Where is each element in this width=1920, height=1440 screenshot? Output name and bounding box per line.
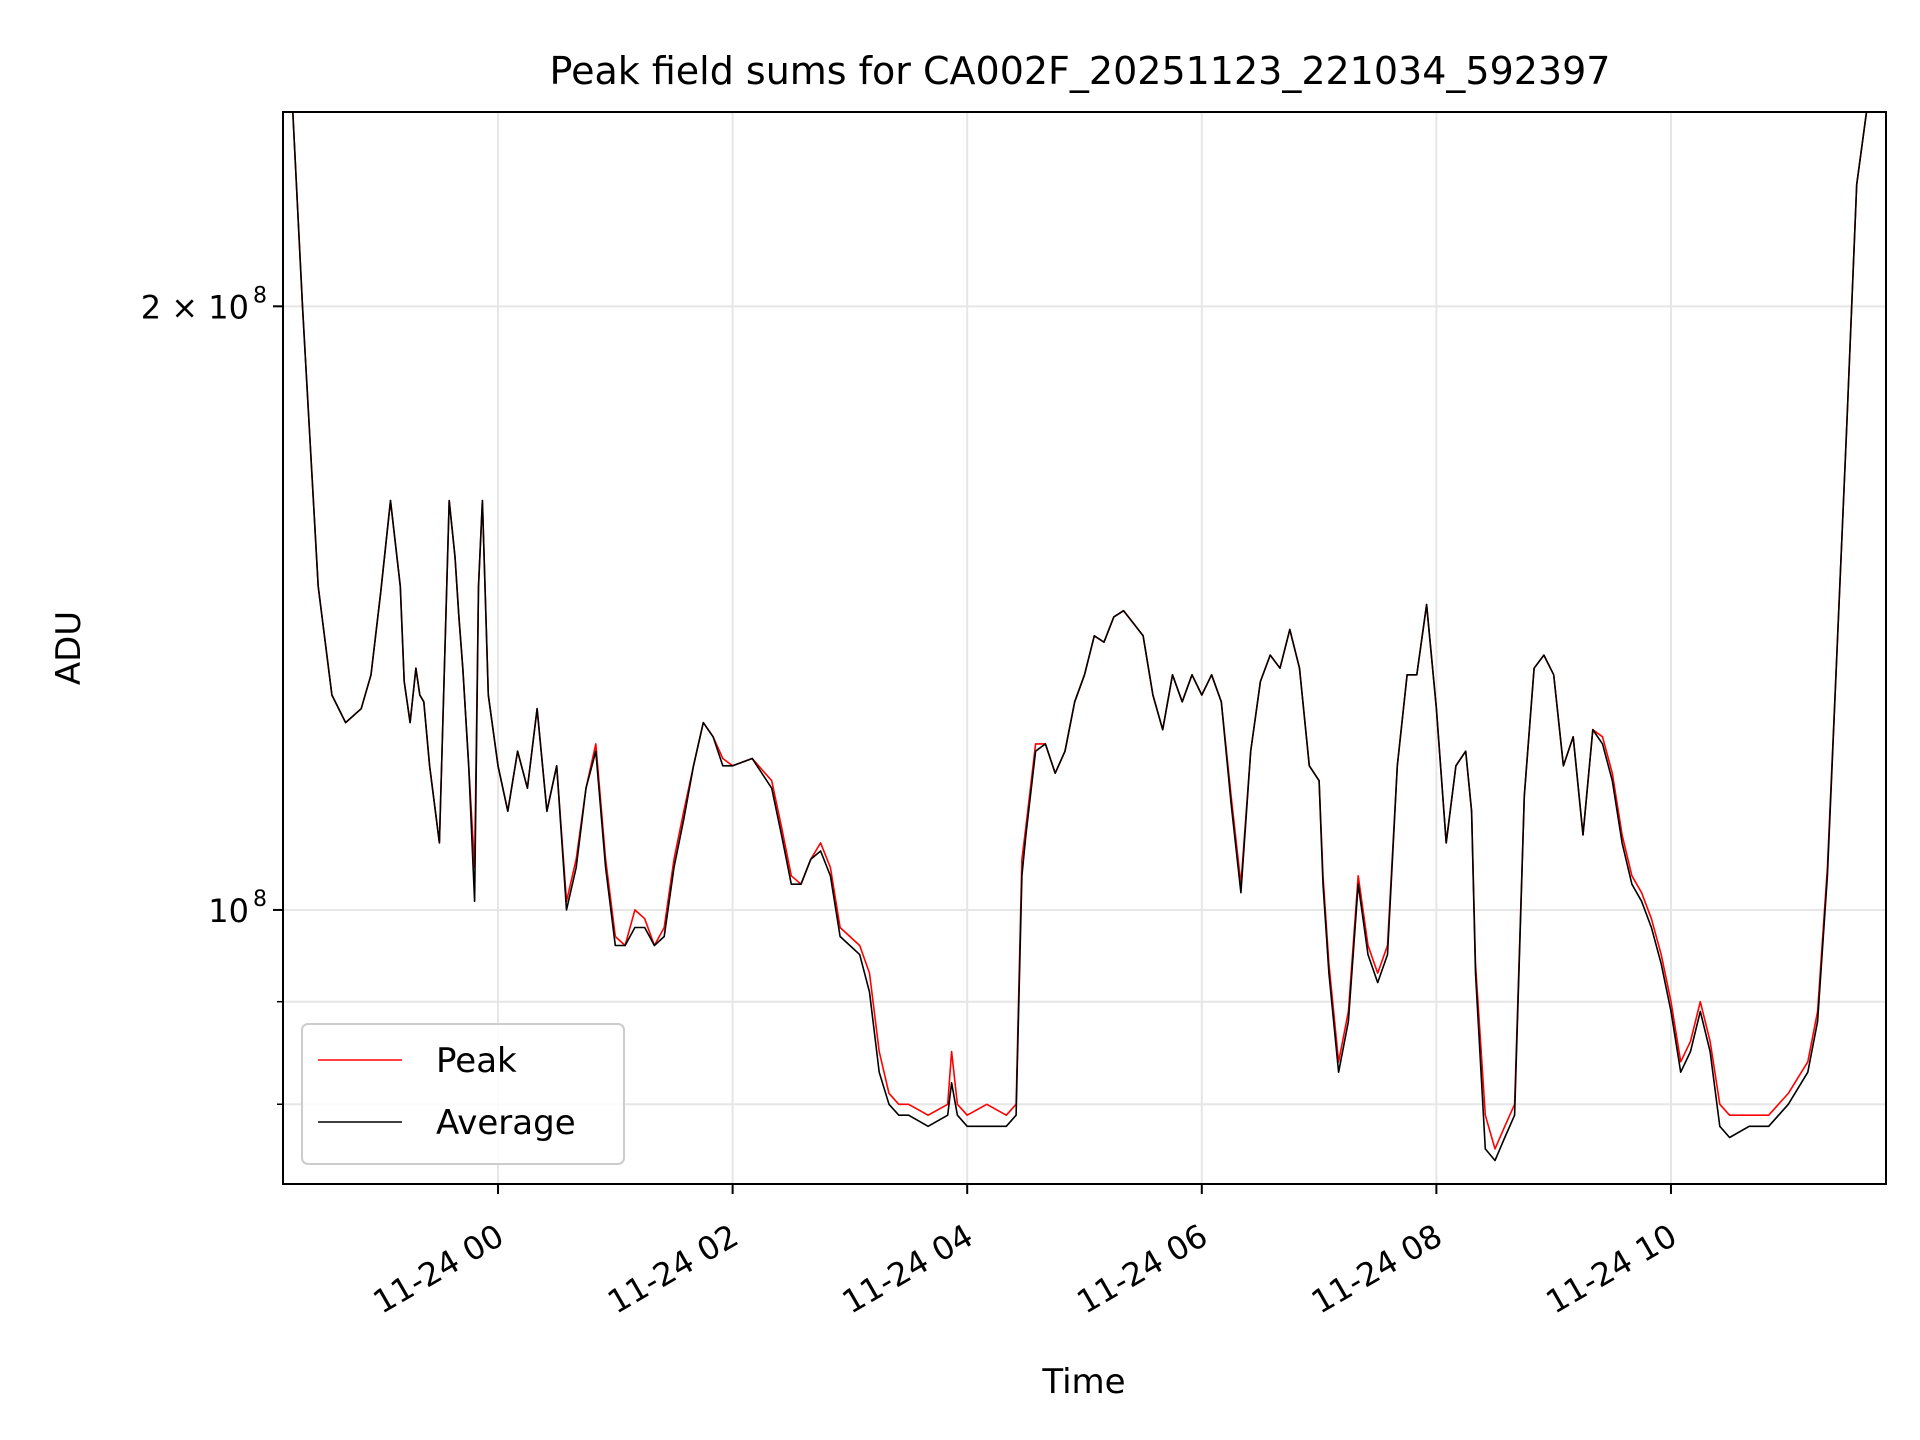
series-line-average [283, 112, 1868, 1162]
series-group [283, 112, 1868, 1162]
legend-label-peak: Peak [436, 1041, 517, 1081]
y-axis-label: ADU [49, 611, 89, 685]
chart-title: Peak field sums for CA002F_20251123_2210… [550, 49, 1611, 93]
legend-frame [301, 1023, 625, 1165]
y-tick-exponent: 8 [253, 283, 267, 308]
legend: Peak Average [301, 1023, 625, 1165]
x-axis-label: Time [1041, 1362, 1125, 1402]
y-tick-label: 2 × 10 [141, 288, 249, 326]
axes-frame [282, 111, 1887, 1185]
y-axis: 2 × 10 810 8 [141, 283, 283, 1106]
y-tick-label: 10 [208, 892, 249, 930]
y-tick-exponent: 8 [253, 887, 267, 912]
legend-label-average: Average [436, 1103, 576, 1143]
